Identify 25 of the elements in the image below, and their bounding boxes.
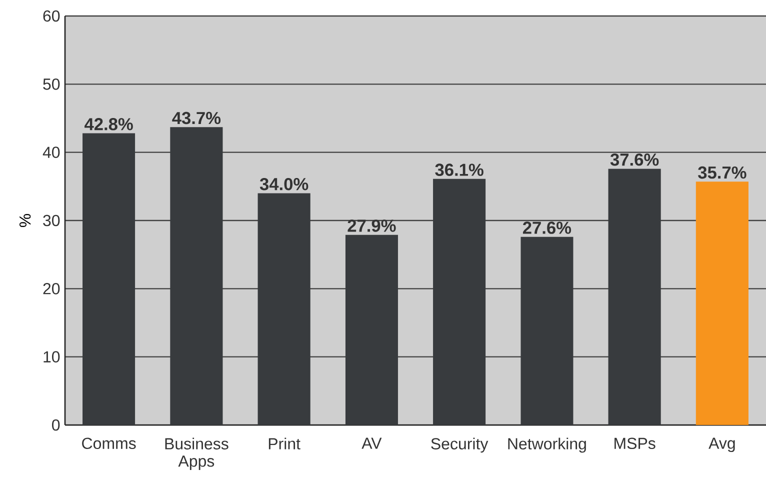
y-tick-label: 10 [44,351,60,362]
x-tick-label: AV [362,438,382,449]
y-tick-label: 30 [43,214,60,226]
x-tick-label: Comms [82,438,136,450]
x-tick-label: Avg [708,438,735,452]
x-tick-label: MSPs [614,438,656,450]
x-tick-label: Security [431,438,488,453]
y-tick-label: 60 [43,10,60,22]
data-label: 35.7% [698,166,746,179]
data-label: 27.9% [348,220,396,232]
x-tick-label: Networking [508,438,586,453]
y-tick-label: 0 [52,419,60,431]
y-tick-label: 40 [42,146,60,158]
data-label: 34.0% [260,178,308,190]
data-label: 27.6% [522,222,572,234]
x-tick-label: Business Apps [165,438,228,470]
data-label: 43.7% [172,112,221,124]
bar [696,182,748,425]
data-label: 37.6% [610,153,659,166]
y-tick-label: 50 [43,78,60,90]
y-axis-title: % [19,214,31,228]
data-label: 42.8% [84,118,133,130]
x-tick-label: Print [268,438,300,450]
data-label: 36.1% [435,164,484,176]
y-tick-label: 20 [43,283,60,294]
